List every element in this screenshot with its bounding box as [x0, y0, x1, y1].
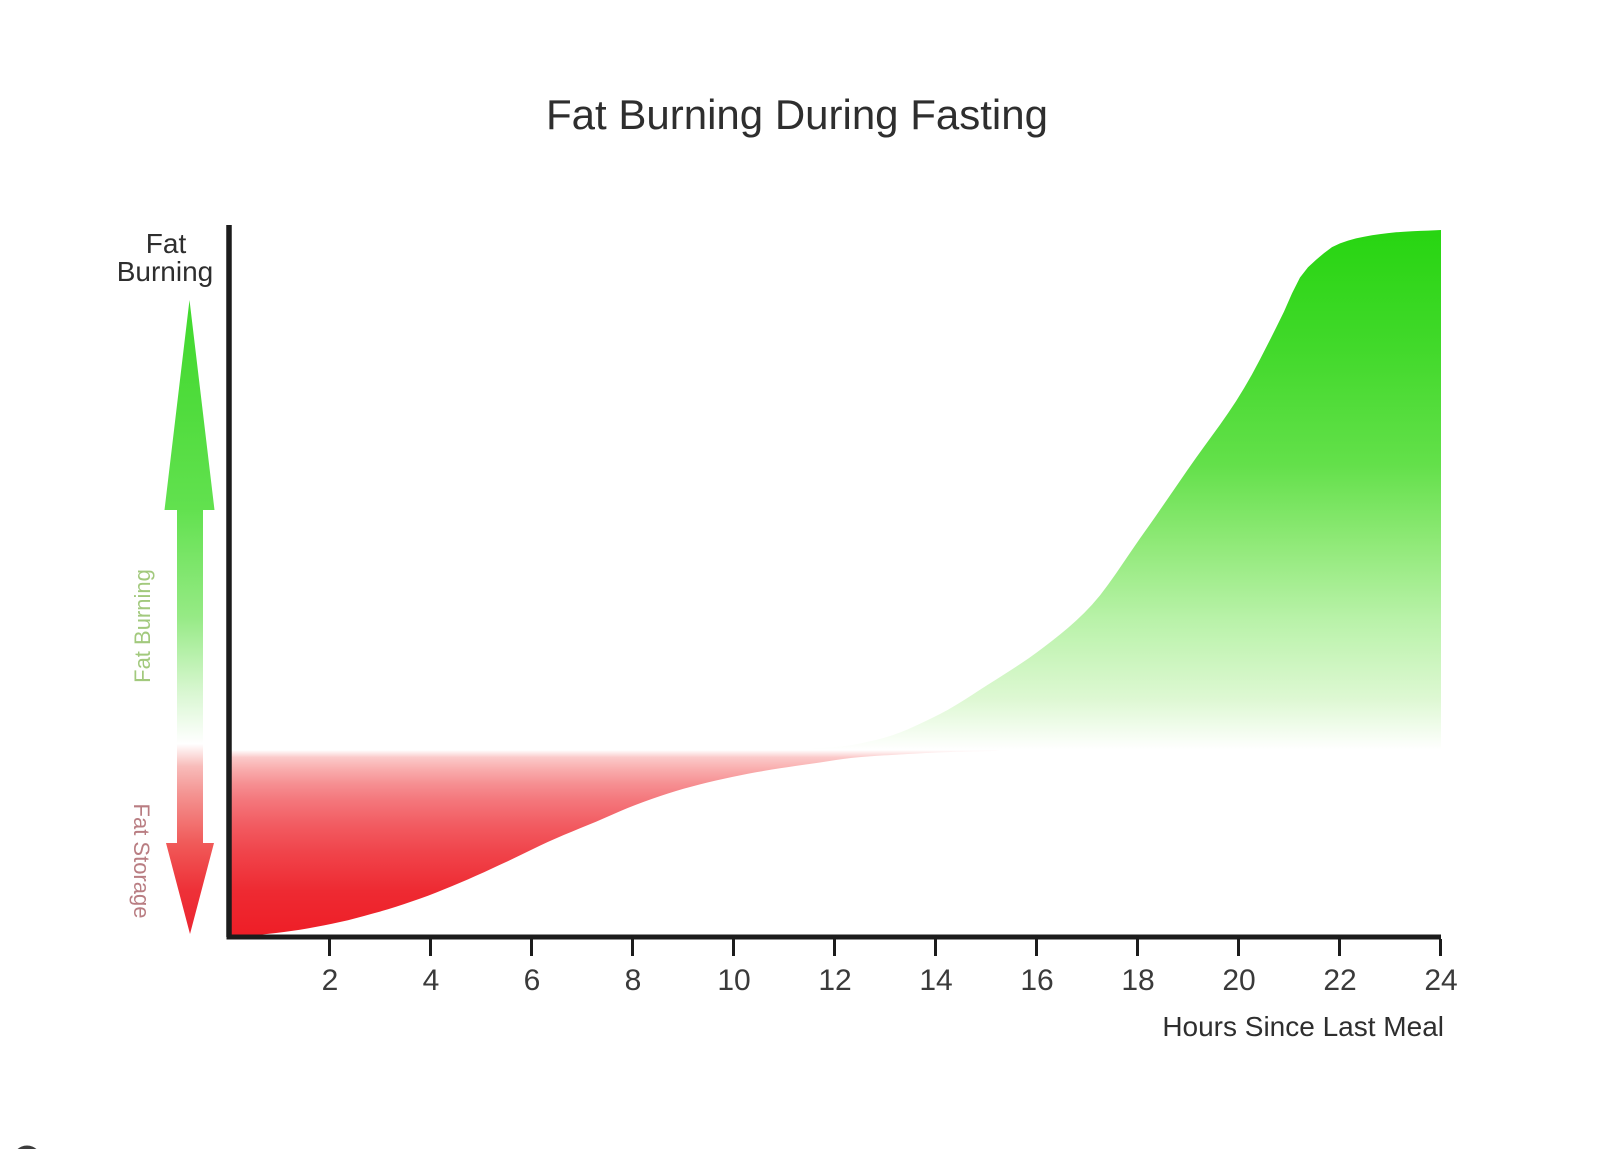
svg-text:20: 20: [1222, 964, 1255, 997]
svg-text:2: 2: [322, 964, 339, 997]
svg-text:Fat Storage: Fat Storage: [129, 804, 154, 919]
svg-text:18: 18: [1121, 964, 1154, 997]
svg-text:16: 16: [1020, 964, 1053, 997]
svg-text:6: 6: [524, 964, 541, 997]
svg-text:4: 4: [423, 964, 440, 997]
svg-text:Fat: Fat: [146, 228, 187, 259]
svg-text:8: 8: [625, 964, 642, 997]
svg-text:24: 24: [1424, 964, 1457, 997]
svg-text:10: 10: [717, 964, 750, 997]
svg-text:12: 12: [818, 964, 851, 997]
svg-text:22: 22: [1323, 964, 1356, 997]
svg-text:Hours Since Last Meal: Hours Since Last Meal: [1162, 1011, 1444, 1042]
svg-text:Burning: Burning: [117, 256, 214, 287]
svg-text:14: 14: [919, 964, 952, 997]
svg-text:Fat Burning: Fat Burning: [130, 569, 155, 683]
svg-text:Fat Burning During Fasting: Fat Burning During Fasting: [546, 91, 1048, 138]
